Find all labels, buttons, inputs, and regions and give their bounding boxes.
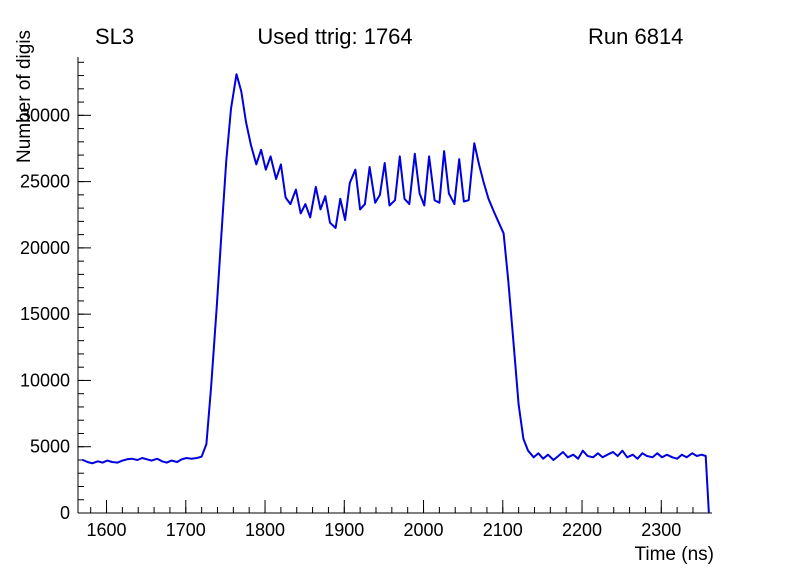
y-tick-label: 5000 [30,437,70,457]
x-axis-title: Time (ns) [634,544,714,565]
x-tick-label: 2000 [404,520,444,540]
y-tick-label: 25000 [20,172,70,192]
x-tick-label: 1600 [87,520,127,540]
x-tick-label: 1700 [166,520,206,540]
y-tick-label: 0 [60,503,70,523]
x-tick-label: 1900 [324,520,364,540]
y-tick-label: 15000 [20,304,70,324]
x-tick-label: 2200 [562,520,602,540]
y-tick-label: 30000 [20,105,70,125]
data-line [81,73,710,513]
x-tick-label: 1800 [245,520,285,540]
y-axis-title: Number of digis [14,30,35,163]
pad-title-center: Used ttrig: 1764 [257,24,413,49]
y-tick-label: 10000 [20,370,70,390]
y-tick-label: 20000 [20,238,70,258]
pad-title-left: SL3 [95,24,135,49]
x-tick-label: 2300 [641,520,681,540]
x-tick-label: 2100 [483,520,523,540]
pad-title-right: Run 6814 [588,24,684,49]
